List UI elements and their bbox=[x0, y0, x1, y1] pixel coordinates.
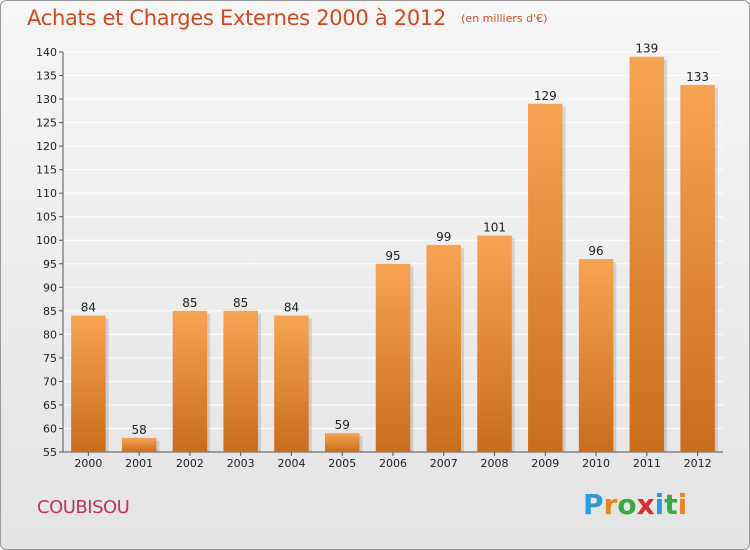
y-tick-label: 115 bbox=[36, 164, 57, 177]
data-label: 139 bbox=[635, 42, 658, 56]
y-tick-label: 120 bbox=[36, 140, 57, 153]
x-tick-label: 2002 bbox=[176, 457, 204, 470]
bar bbox=[528, 103, 563, 452]
bar bbox=[426, 244, 462, 452]
x-tick-label: 2009 bbox=[531, 457, 559, 470]
data-label: 129 bbox=[534, 89, 557, 103]
logo-letter: i bbox=[677, 488, 688, 521]
x-tick-label: 2008 bbox=[481, 457, 509, 470]
bar bbox=[172, 310, 208, 452]
place-name: COUBISOU bbox=[37, 497, 130, 518]
x-tick-label: 2001 bbox=[125, 457, 153, 470]
y-tick-label: 80 bbox=[43, 328, 57, 341]
data-label: 84 bbox=[284, 301, 299, 315]
data-label: 84 bbox=[81, 301, 96, 315]
data-label: 95 bbox=[385, 249, 400, 263]
logo-letter: t bbox=[664, 488, 678, 521]
bar bbox=[375, 263, 411, 452]
y-tick-label: 55 bbox=[43, 446, 57, 459]
data-label: 59 bbox=[335, 418, 350, 432]
bar bbox=[71, 315, 106, 452]
y-tick-label: 125 bbox=[36, 117, 57, 130]
bar bbox=[629, 56, 665, 453]
data-label: 85 bbox=[182, 296, 197, 310]
bar bbox=[121, 437, 157, 452]
x-tick-label: 2000 bbox=[74, 457, 102, 470]
data-label: 101 bbox=[483, 221, 506, 235]
y-tick-label: 85 bbox=[43, 305, 57, 318]
bar bbox=[680, 84, 715, 453]
y-tick-label: 130 bbox=[36, 93, 57, 106]
y-tick-label: 140 bbox=[36, 46, 57, 59]
y-tick-label: 95 bbox=[43, 258, 57, 271]
y-tick-label: 60 bbox=[43, 422, 57, 435]
y-tick-label: 65 bbox=[43, 399, 57, 412]
data-label: 133 bbox=[686, 70, 709, 84]
data-label: 99 bbox=[436, 230, 451, 244]
logo-letter: o bbox=[617, 488, 637, 521]
y-tick-label: 110 bbox=[36, 187, 57, 200]
bar bbox=[324, 433, 360, 452]
data-label: 85 bbox=[233, 296, 248, 310]
y-tick-label: 90 bbox=[43, 281, 57, 294]
chart-title: Achats et Charges Externes 2000 à 2012 bbox=[27, 6, 447, 30]
y-tick-label: 135 bbox=[36, 70, 57, 83]
logo-letter: x bbox=[636, 488, 655, 521]
y-tick-label: 100 bbox=[36, 234, 57, 247]
x-tick-label: 2012 bbox=[684, 457, 712, 470]
bar bbox=[578, 259, 614, 452]
bar bbox=[274, 315, 309, 452]
data-label: 96 bbox=[588, 244, 603, 258]
bar bbox=[223, 310, 258, 452]
x-tick-label: 2010 bbox=[582, 457, 610, 470]
title-row: Achats et Charges Externes 2000 à 2012 (… bbox=[27, 6, 547, 30]
chart-subtitle: (en milliers d'€) bbox=[461, 12, 548, 25]
logo-letter: P bbox=[583, 488, 604, 521]
proxiti-logo: Proxiti bbox=[583, 488, 687, 521]
x-tick-label: 2007 bbox=[430, 457, 458, 470]
x-tick-label: 2006 bbox=[379, 457, 407, 470]
logo-letter: r bbox=[603, 488, 618, 521]
x-tick-label: 2003 bbox=[227, 457, 255, 470]
y-tick-label: 75 bbox=[43, 352, 57, 365]
y-tick-label: 70 bbox=[43, 375, 57, 388]
x-tick-label: 2005 bbox=[328, 457, 356, 470]
x-tick-label: 2011 bbox=[633, 457, 661, 470]
data-label: 58 bbox=[132, 423, 147, 437]
x-tick-label: 2004 bbox=[277, 457, 305, 470]
y-tick-label: 105 bbox=[36, 211, 57, 224]
bar bbox=[477, 235, 512, 452]
logo-letter: i bbox=[654, 488, 665, 521]
